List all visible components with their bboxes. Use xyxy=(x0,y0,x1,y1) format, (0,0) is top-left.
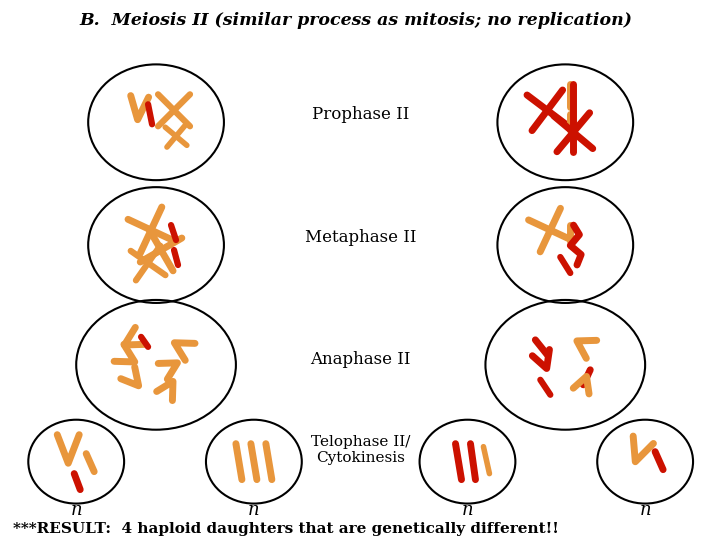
Text: n: n xyxy=(248,501,260,518)
Text: n: n xyxy=(71,501,82,518)
Text: B.  Meiosis II (similar process as mitosis; no replication): B. Meiosis II (similar process as mitosi… xyxy=(79,12,632,30)
Text: Anaphase II: Anaphase II xyxy=(310,352,411,368)
Text: Telophase II/
Cytokinesis: Telophase II/ Cytokinesis xyxy=(311,435,410,465)
Text: n: n xyxy=(639,501,651,518)
Text: Prophase II: Prophase II xyxy=(312,106,410,123)
Text: Metaphase II: Metaphase II xyxy=(305,228,416,246)
Text: ***RESULT:  4 haploid daughters that are genetically different!!: ***RESULT: 4 haploid daughters that are … xyxy=(14,522,559,536)
Text: n: n xyxy=(462,501,473,518)
